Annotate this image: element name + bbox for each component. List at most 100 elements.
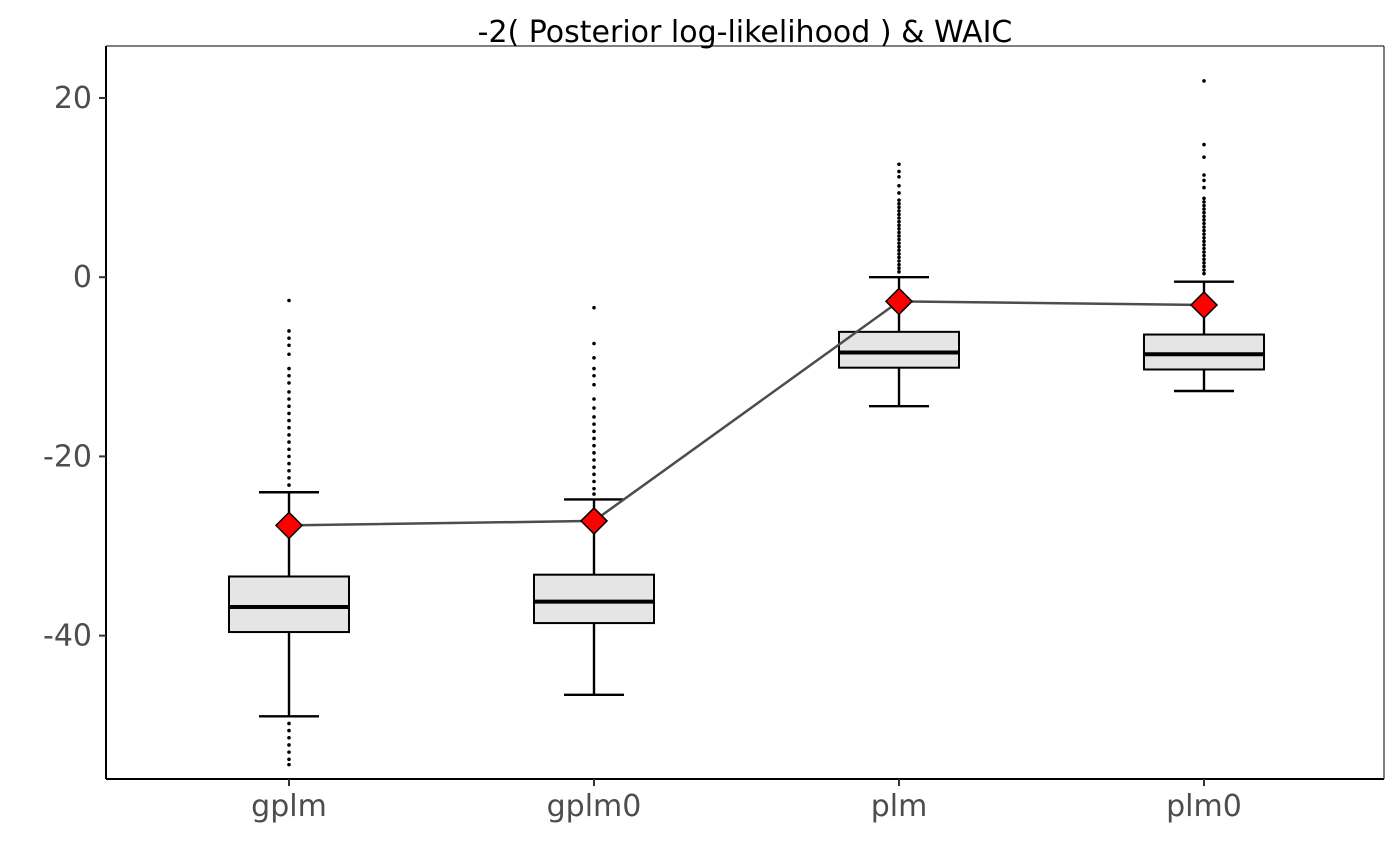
outlier-point <box>897 234 901 238</box>
outlier-point <box>1202 257 1206 262</box>
outlier-point <box>287 373 291 378</box>
outlier-point <box>1202 235 1206 240</box>
outlier-point <box>1202 250 1206 254</box>
outlier-point <box>1202 218 1206 222</box>
outlier-point <box>287 728 291 733</box>
outlier-point <box>1202 214 1206 219</box>
outlier-point <box>1202 264 1206 269</box>
outlier-point <box>1202 185 1206 190</box>
outlier-point <box>1202 228 1206 233</box>
outlier-point <box>592 458 596 462</box>
outlier-point <box>592 397 596 401</box>
outlier-point <box>897 209 901 213</box>
waic-marker <box>884 287 914 316</box>
waic-marker <box>579 506 609 535</box>
outlier-point <box>287 461 291 466</box>
outlier-point <box>1202 210 1206 215</box>
outlier-point <box>592 465 596 469</box>
outlier-point <box>287 433 291 437</box>
waic-marker <box>274 511 304 540</box>
outlier-point <box>1202 225 1206 229</box>
outlier-point <box>897 191 901 195</box>
waic-line <box>288 300 1205 527</box>
outlier-point <box>897 169 901 174</box>
outlier-point <box>1202 261 1206 265</box>
outlier-point <box>592 373 596 378</box>
outlier-point <box>287 721 291 726</box>
x-tick-label: plm <box>871 789 928 824</box>
outlier-point <box>897 212 901 217</box>
outlier-point <box>287 404 291 409</box>
outlier-point <box>592 486 596 491</box>
outlier-point <box>287 762 291 767</box>
outlier-point <box>287 411 291 416</box>
outlier-point <box>897 259 901 263</box>
outlier-point <box>592 492 596 496</box>
outlier-point <box>1202 246 1206 251</box>
outlier-point <box>1202 79 1206 83</box>
box-iqr <box>1143 333 1265 371</box>
outlier-point <box>287 418 291 423</box>
outlier-point <box>592 451 596 455</box>
outlier-point <box>592 356 596 360</box>
outlier-point <box>592 436 596 441</box>
outlier-point <box>287 425 291 430</box>
outlier-point <box>1202 207 1206 211</box>
outlier-point <box>1202 239 1206 244</box>
outlier-point <box>1202 253 1206 258</box>
outlier-point <box>287 476 291 480</box>
waic-marker <box>1189 290 1219 320</box>
outlier-point <box>287 298 291 303</box>
outlier-point <box>897 266 901 271</box>
outlier-point <box>287 390 291 394</box>
outlier-point <box>287 447 291 452</box>
plot-area: 20 0 -20 -40 gplm gplm0 plm plm0 <box>43 45 1385 824</box>
outlier-point <box>897 223 901 228</box>
outlier-point <box>897 244 901 249</box>
chart-title: -2( Posterior log-likelihood ) & WAIC <box>478 15 1013 50</box>
outlier-point <box>592 382 596 387</box>
outlier-point <box>897 241 901 245</box>
outlier-point <box>897 248 901 253</box>
outlier-point <box>592 341 596 346</box>
outlier-point <box>592 479 596 484</box>
outlier-point <box>897 201 901 206</box>
outlier-point <box>592 305 596 310</box>
outlier-point <box>1202 243 1206 247</box>
outlier-point <box>1202 142 1206 147</box>
outlier-point <box>287 336 291 340</box>
outlier-point <box>287 483 291 487</box>
outlier-point <box>592 366 596 371</box>
outlier-point <box>1202 155 1206 159</box>
outlier-point <box>287 381 291 385</box>
box-iqr <box>533 573 655 625</box>
outlier-point <box>592 415 596 419</box>
outlier-point <box>897 262 901 267</box>
outlier-point <box>287 343 291 348</box>
outlier-point <box>897 175 901 179</box>
y-tick-label: 20 <box>54 81 92 116</box>
outlier-point <box>287 397 291 401</box>
outlier-point <box>287 352 291 357</box>
outlier-point <box>592 422 596 426</box>
outlier-point <box>287 750 291 754</box>
x-tick-label: gplm <box>251 789 327 824</box>
outlier-point <box>897 252 901 256</box>
outlier-point <box>287 743 291 747</box>
x-tick-label: gplm0 <box>547 789 642 824</box>
outlier-point <box>897 237 901 242</box>
y-tick-label: -40 <box>43 619 92 654</box>
outlier-point <box>1202 196 1206 201</box>
outlier-point <box>287 366 291 371</box>
outlier-point <box>592 429 596 434</box>
outlier-point <box>897 255 901 260</box>
outlier-point <box>897 198 901 202</box>
outlier-point <box>1202 203 1206 208</box>
outlier-point <box>1202 200 1206 204</box>
outlier-point <box>1202 221 1206 226</box>
outlier-point <box>287 757 291 762</box>
outlier-point <box>592 472 596 477</box>
outlier-point <box>897 205 901 210</box>
box-iqr <box>228 575 350 634</box>
